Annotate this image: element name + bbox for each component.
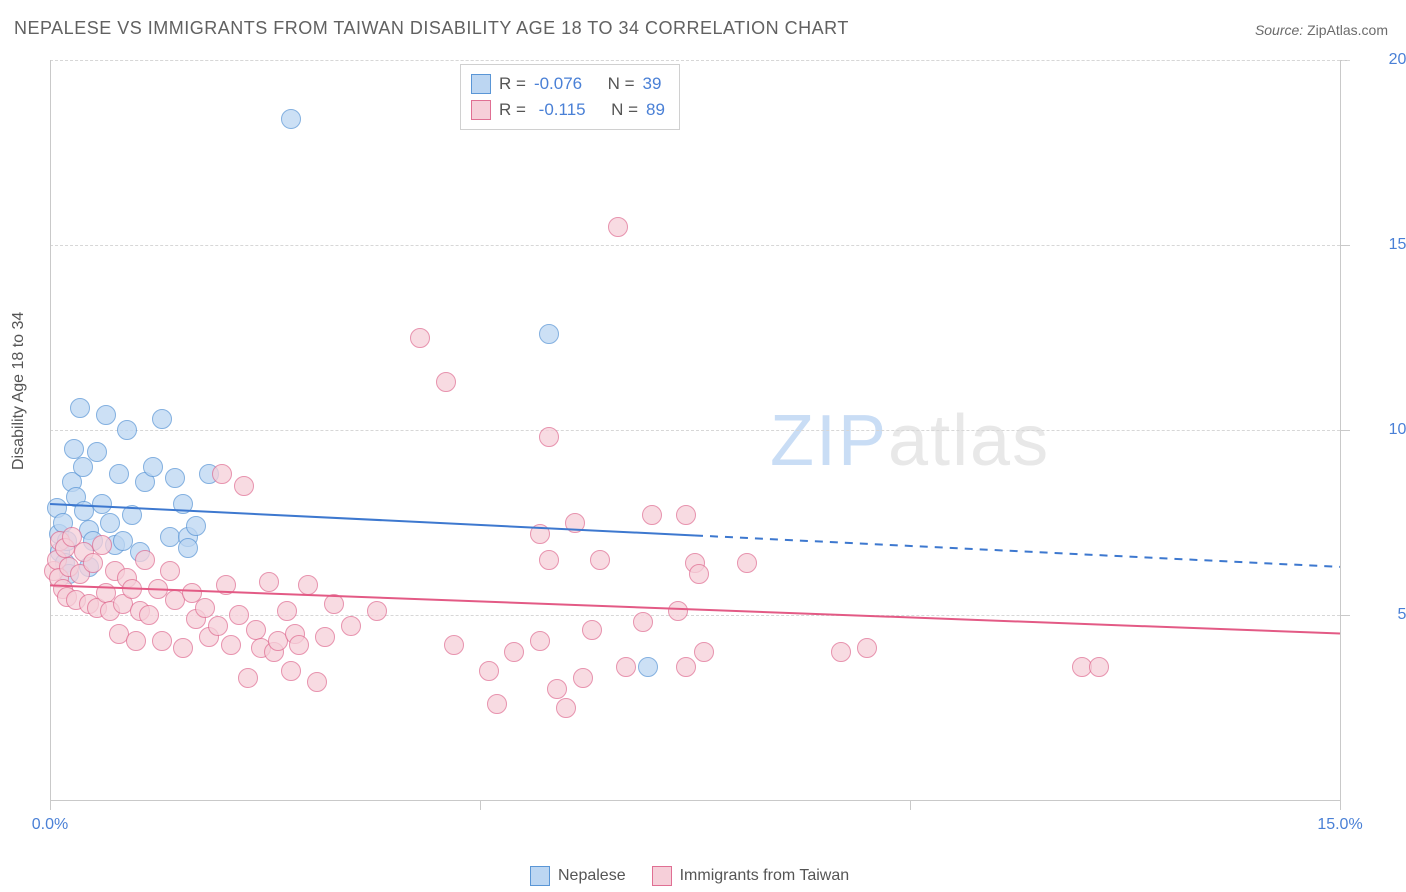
y-tick-label: 15.0% <box>1389 236 1406 254</box>
trend-line-dashed <box>695 535 1340 566</box>
swatch-taiwan <box>652 866 672 886</box>
source-value: ZipAtlas.com <box>1307 22 1388 38</box>
y-tick-label: 20.0% <box>1389 51 1406 69</box>
scatter-plot-area: ZIPatlas R = -0.076 N = 39 R = -0.115 N … <box>50 60 1390 840</box>
y-axis-label: Disability Age 18 to 34 <box>10 312 28 470</box>
legend-label-taiwan: Immigrants from Taiwan <box>680 867 850 885</box>
source-label: Source: <box>1255 22 1303 38</box>
trend-lines <box>50 60 1390 840</box>
y-tick-label: 10.0% <box>1389 421 1406 439</box>
legend-item-taiwan: Immigrants from Taiwan <box>652 866 850 886</box>
trend-line-solid <box>50 504 695 535</box>
y-tick-label: 5.0% <box>1398 606 1406 624</box>
swatch-nepalese <box>530 866 550 886</box>
source-attribution: Source: ZipAtlas.com <box>1255 22 1388 38</box>
legend-item-nepalese: Nepalese <box>530 866 626 886</box>
chart-title: NEPALESE VS IMMIGRANTS FROM TAIWAN DISAB… <box>14 18 849 39</box>
trend-line-solid <box>50 585 1340 633</box>
legend-label-nepalese: Nepalese <box>558 867 626 885</box>
series-legend: Nepalese Immigrants from Taiwan <box>530 866 849 886</box>
